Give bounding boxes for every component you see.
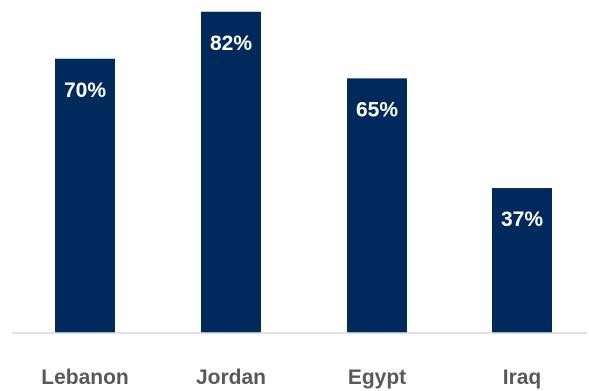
category-label-iraq: Iraq <box>503 366 542 389</box>
category-label-jordan: Jordan <box>196 366 266 389</box>
bar-iraq <box>492 188 552 333</box>
category-label-lebanon: Lebanon <box>41 366 129 389</box>
category-labels: Lebanon Jordan Egypt Iraq <box>41 366 541 389</box>
value-label-egypt: 65% <box>356 98 398 121</box>
value-label-iraq: 37% <box>501 208 543 231</box>
bar-jordan <box>201 11 261 334</box>
bar-egypt <box>347 78 407 334</box>
bars-group: 70% 82% 65% 37% <box>55 11 552 334</box>
bar-lebanon <box>55 58 115 333</box>
category-label-egypt: Egypt <box>348 366 406 389</box>
value-label-jordan: 82% <box>210 32 252 55</box>
value-label-lebanon: 70% <box>64 79 106 102</box>
